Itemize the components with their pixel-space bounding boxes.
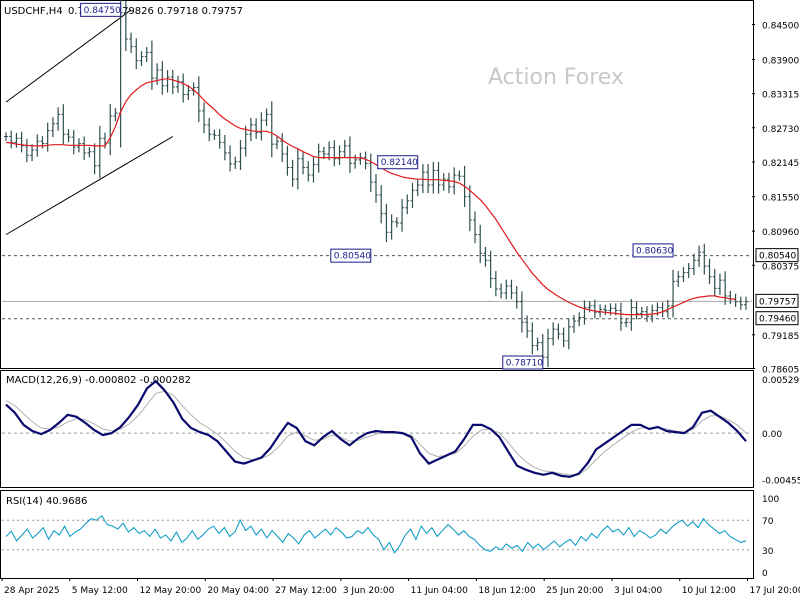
x-axis-label: 3 Jun 20:00 (343, 586, 395, 596)
price-panel-frame (0, 0, 754, 369)
macd-panel-frame (0, 370, 754, 488)
rsi-line (5, 515, 747, 554)
x-axis-label: 17 Jul 20:00 (749, 586, 800, 596)
price-layer: 0.84750 0.82140 0.80540 0.78710 0.80630 (2, 0, 752, 370)
annotation-label: 0.82140 (381, 158, 418, 168)
macd-tick-label: 0.00 (762, 430, 782, 440)
rsi-layer (2, 515, 752, 554)
x-axis-label: 25 Jun 20:00 (546, 586, 603, 596)
price-tick-label: 0.84500 (762, 21, 799, 31)
price-tick-label: 0.82145 (762, 159, 799, 169)
level-price-box (755, 248, 799, 263)
macd-line (5, 379, 747, 478)
x-axis-label: 27 May 12:00 (275, 586, 337, 596)
annotation-box (502, 355, 544, 370)
annotation-box (80, 2, 122, 17)
moving-average-line (5, 78, 736, 316)
current-price-box (755, 293, 799, 308)
watermark: Action Forex (488, 65, 624, 90)
macd-tick-label: -0.004557 (762, 476, 800, 486)
x-axis-label: 11 Jun 04:00 (411, 586, 468, 596)
x-axis-label: 12 May 20:00 (140, 586, 202, 596)
x-axis-label: 5 May 12:00 (72, 586, 128, 596)
annotation-label: 0.80630 (636, 246, 673, 256)
price-tick-label: 0.82730 (762, 125, 799, 135)
annotation-label: 0.80540 (334, 252, 371, 262)
annotation-box (632, 243, 674, 258)
annotation-label: 0.78710 (506, 358, 543, 368)
rsi-panel-frame (0, 490, 754, 579)
price-tick-label: 0.78605 (762, 366, 799, 376)
channel-line (5, 9, 132, 103)
annotation-box (330, 248, 372, 263)
price-tick-label: 0.83900 (762, 56, 799, 66)
ohlc-label: 0.79756 0.79826 0.79718 0.79757 (68, 6, 243, 17)
price-tick-label: 0.80375 (762, 262, 799, 272)
price-tick-label: 0.81550 (762, 194, 799, 204)
rsi-tick-label: 70 (762, 517, 774, 527)
rsi-tick-label: 100 (762, 495, 779, 505)
level-price-box (755, 311, 799, 326)
macd-tick-label: 0.00529 (762, 376, 799, 386)
x-axis-label: 10 Jul 12:00 (682, 586, 736, 596)
price-tick-label: 0.79185 (762, 332, 799, 342)
rsi-tick-label: 0 (762, 569, 768, 579)
macd-layer (2, 379, 752, 478)
x-axis-label: 18 Jun 12:00 (478, 586, 535, 596)
rsi-label: RSI(14) 40.9686 (6, 496, 87, 507)
x-axis-label: 20 May 04:00 (207, 586, 269, 596)
rsi-tick-label: 30 (762, 547, 774, 557)
symbol-label: USDCHF,H4 (4, 6, 63, 17)
price-tick-label: 0.80960 (762, 228, 799, 238)
x-axis-label: 3 Jul 04:00 (614, 586, 663, 596)
annotation-box (377, 155, 419, 170)
macd-label: MACD(12,26,9) -0.000802 -0.000282 (6, 375, 191, 386)
level-price-label: 0.79460 (759, 315, 796, 325)
channel-line (5, 136, 174, 236)
level-price-label: 0.80540 (759, 252, 796, 262)
annotation-label: 0.84750 (84, 6, 121, 16)
macd-signal-line (5, 390, 747, 476)
price-tick-label: 0.83315 (762, 91, 799, 101)
current-price-label: 0.79757 (759, 297, 796, 307)
x-axis-label: 28 Apr 2025 (4, 586, 60, 596)
axes-layer: 0.84500 0.83900 0.83315 0.82730 0.82145 0.815… (1, 21, 800, 596)
